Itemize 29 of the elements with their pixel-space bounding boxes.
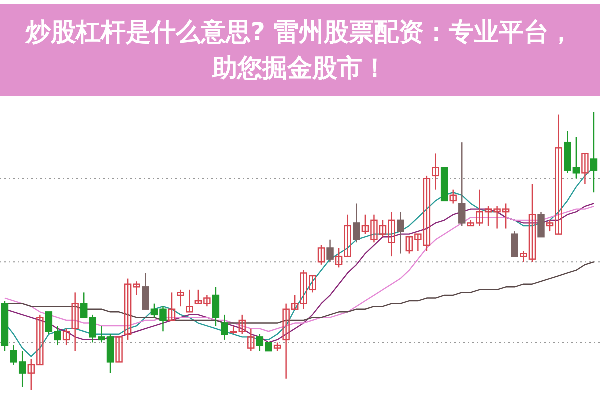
candlestick (212, 286, 220, 327)
candlestick (142, 272, 150, 310)
candlestick (344, 214, 352, 258)
candlestick (238, 314, 246, 335)
candlestick (590, 111, 598, 194)
candlestick (538, 211, 545, 238)
candlestick (248, 328, 255, 352)
candlestick (221, 314, 228, 341)
candlestick (511, 230, 518, 258)
candlestick (450, 189, 457, 204)
candlestick (177, 289, 184, 308)
candlestick (458, 142, 466, 227)
candlestick (582, 153, 589, 185)
candlestick (80, 292, 88, 318)
candlestick (133, 280, 140, 296)
chart-title: 炒股杠杆是什么意思? 雷州股票配资：专业平台，助您掘金股市！ (24, 17, 574, 83)
candlestick (318, 244, 326, 266)
candlestick (326, 239, 334, 263)
candlestick (72, 292, 79, 352)
candlestick (116, 336, 123, 363)
candlestick (186, 289, 194, 313)
candlestick (335, 248, 343, 268)
candlestick (353, 203, 360, 244)
candlestick (62, 328, 70, 346)
candlestick (124, 278, 132, 341)
candlestick (168, 292, 176, 322)
candlestick (572, 136, 580, 180)
candlestick (396, 211, 404, 254)
candlestick (432, 153, 440, 190)
